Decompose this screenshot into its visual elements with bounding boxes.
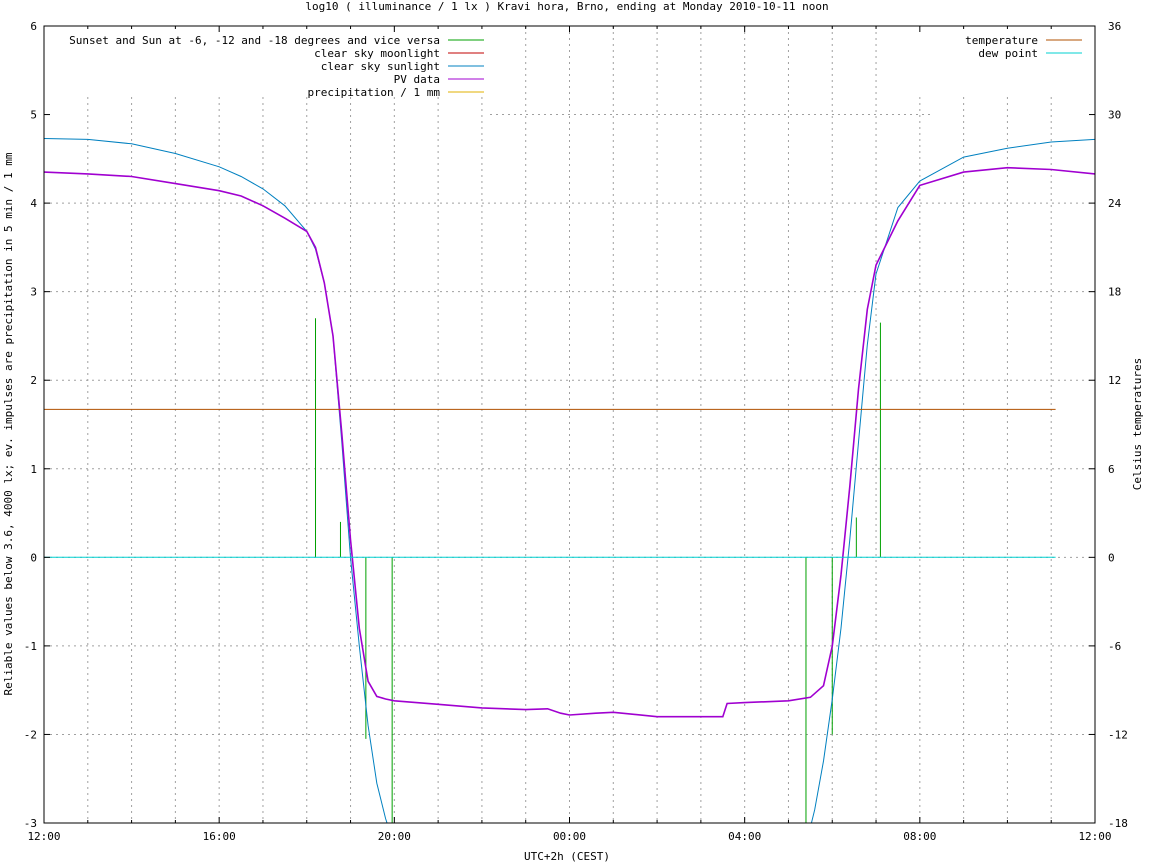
legend-label: precipitation / 1 mm [308, 86, 441, 99]
y-tick-label: 4 [30, 197, 37, 210]
legend-label: dew point [978, 47, 1038, 60]
legend-label: clear sky moonlight [314, 47, 440, 60]
y-axis-label: Reliable values below 3.6, 4000 lx; ev. … [2, 152, 15, 695]
chart-title: log10 ( illuminance / 1 lx ) Kravi hora,… [305, 0, 828, 13]
x-tick-label: 00:00 [553, 830, 586, 843]
plot-frame [43, 25, 1096, 824]
x-axis-label: UTC+2h (CEST) [524, 850, 610, 863]
y2-tick-label: 18 [1108, 286, 1121, 299]
y-tick-label: 6 [30, 20, 37, 33]
series-clear-sky-sunlight [44, 138, 1095, 823]
legend-label: PV data [394, 73, 440, 86]
y-tick-label: 2 [30, 374, 37, 387]
x-tick-label: 04:00 [728, 830, 761, 843]
x-tick-label: 16:00 [203, 830, 236, 843]
x-tick-label: 12:00 [27, 830, 60, 843]
y-tick-label: -1 [24, 640, 37, 653]
y2-tick-label: -18 [1108, 817, 1128, 830]
y2-tick-label: -12 [1108, 728, 1128, 741]
x-tick-label: 12:00 [1078, 830, 1111, 843]
y-axis-ticks: -3 -2 -1 0 1 2 3 4 5 6 [24, 20, 50, 830]
legend: Sunset and Sun at -6, -12 and -18 degree… [69, 34, 1082, 99]
y-tick-label: -3 [24, 817, 37, 830]
y2-tick-label: -6 [1108, 640, 1121, 653]
twilight-impulses [315, 318, 881, 823]
grid-lines [44, 26, 1095, 823]
legend-label: Sunset and Sun at -6, -12 and -18 degree… [69, 34, 440, 47]
series-pv-data [44, 166, 1095, 718]
x-tick-label: 20:00 [378, 830, 411, 843]
y2-tick-label: 30 [1108, 109, 1121, 122]
y2-tick-label: 0 [1108, 551, 1115, 564]
x-tick-label: 08:00 [903, 830, 936, 843]
y-tick-label: 1 [30, 463, 37, 476]
y2-tick-label: 12 [1108, 374, 1121, 387]
y-tick-label: -2 [24, 728, 37, 741]
legend-label: clear sky sunlight [321, 60, 440, 73]
y2-axis-label: Celsius temperatures [1131, 358, 1144, 490]
y-tick-label: 5 [30, 109, 37, 122]
legend-label: temperature [965, 34, 1038, 47]
y2-axis-ticks: -18 -12 -6 0 6 12 18 24 30 36 [1089, 20, 1128, 830]
y-tick-label: 0 [30, 551, 37, 564]
data-series [44, 138, 1095, 823]
y-tick-label: 3 [30, 286, 37, 299]
x-axis-ticks: 12:00 16:00 20:00 00:00 04:00 08:00 12:00 [27, 26, 1112, 843]
y2-tick-label: 24 [1108, 197, 1122, 210]
y2-tick-label: 6 [1108, 463, 1115, 476]
y2-tick-label: 36 [1108, 20, 1121, 33]
